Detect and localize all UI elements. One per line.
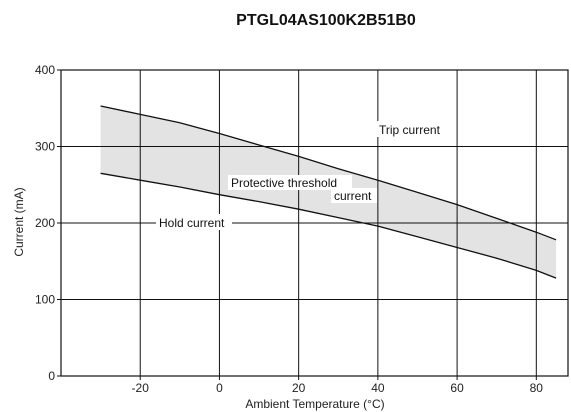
plot-area <box>60 69 569 377</box>
y-tick-label: 200 <box>35 216 55 230</box>
x-tick-label: 60 <box>450 381 464 395</box>
protective-threshold-band <box>100 106 557 279</box>
trip-current-line <box>100 105 557 241</box>
x-tick-label: -20 <box>132 381 150 395</box>
chart-title: PTGL04AS100K2B51B0 <box>236 12 416 29</box>
threshold-label-bg-2 <box>331 188 377 203</box>
y-axis-title: Current (mA) <box>12 187 26 256</box>
trip-label-bg <box>376 121 452 137</box>
gridlines <box>61 70 568 376</box>
x-tick-label: 80 <box>530 381 544 395</box>
x-tick-label: 0 <box>216 381 223 395</box>
x-tick-label: 40 <box>371 381 385 395</box>
y-tick-label: 400 <box>35 63 55 77</box>
axis-ticks: -20 0 20 40 60 80 0 100 200 300 400 <box>35 63 543 395</box>
y-tick-label: 0 <box>48 369 55 383</box>
y-tick-label: 100 <box>35 293 55 307</box>
protective-threshold-label-line2: current <box>334 189 372 203</box>
threshold-label-bg-1 <box>228 175 352 190</box>
hold-current-line <box>100 172 557 279</box>
hold-label-bg <box>156 214 232 230</box>
x-axis-title: Ambient Temperature (°C) <box>245 397 384 411</box>
trip-current-label: Trip current <box>379 123 441 137</box>
y-tick-label: 300 <box>35 140 55 154</box>
protective-threshold-label-line1: Protective threshold <box>231 176 337 190</box>
x-tick-label: 20 <box>292 381 306 395</box>
hold-current-label: Hold current <box>159 216 225 230</box>
